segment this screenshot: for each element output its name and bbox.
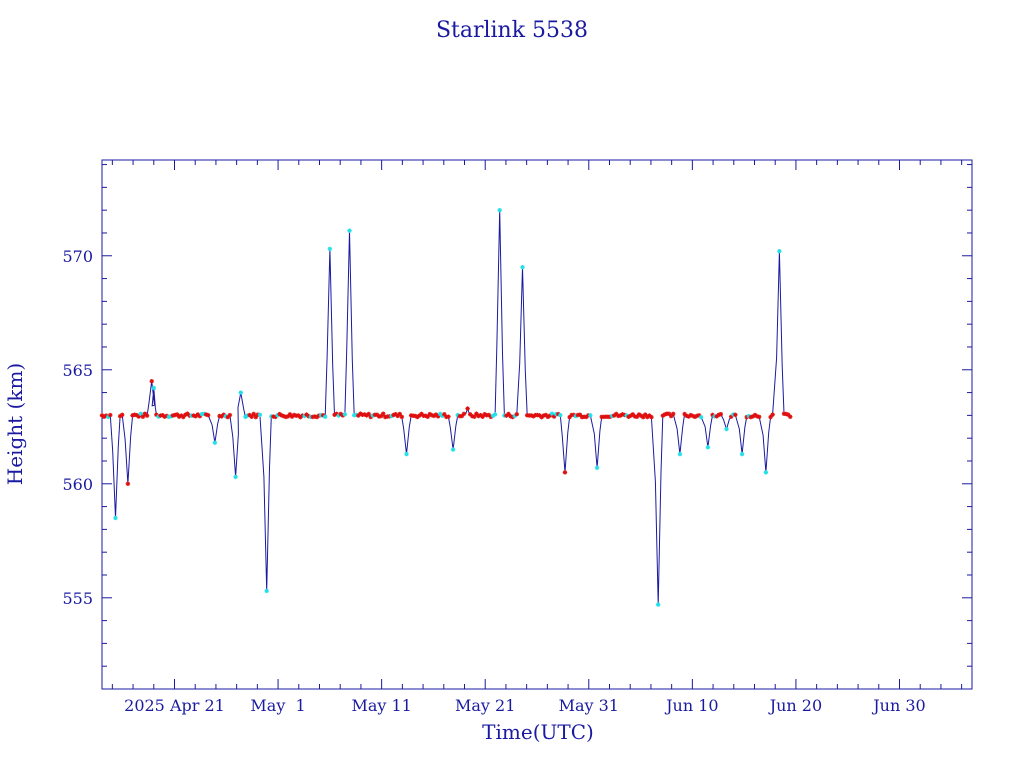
height-point bbox=[649, 414, 654, 420]
height-point bbox=[698, 414, 704, 420]
height-point bbox=[399, 414, 405, 420]
height-point bbox=[670, 411, 676, 417]
height-point bbox=[588, 413, 593, 418]
height-point bbox=[342, 412, 348, 417]
height-point bbox=[125, 481, 131, 486]
height-point bbox=[763, 470, 769, 475]
height-point bbox=[770, 412, 775, 417]
height-point bbox=[227, 412, 233, 418]
height-point bbox=[238, 390, 243, 395]
height-point bbox=[327, 246, 333, 252]
height-point bbox=[212, 440, 218, 445]
x-tick-label: May 31 bbox=[559, 696, 619, 715]
plot-frame bbox=[101, 159, 973, 690]
height-point bbox=[655, 602, 661, 607]
height-point bbox=[404, 451, 409, 457]
height-point bbox=[251, 411, 256, 417]
height-point bbox=[205, 412, 211, 418]
height-point bbox=[140, 414, 146, 419]
height-point bbox=[378, 413, 384, 419]
height-point bbox=[733, 412, 738, 418]
x-tick-label: Jun 20 bbox=[768, 696, 822, 715]
height-point bbox=[520, 264, 525, 270]
height-point bbox=[322, 414, 328, 419]
height-point bbox=[144, 413, 150, 418]
height-point bbox=[705, 445, 711, 450]
height-point bbox=[594, 465, 600, 471]
height-point bbox=[514, 412, 520, 417]
chart-title: Starlink 5538 bbox=[436, 18, 588, 43]
x-tick-label: 2025 Apr 21 bbox=[124, 696, 225, 715]
x-tick-label: Jun 10 bbox=[664, 696, 718, 715]
height-point bbox=[151, 385, 156, 391]
y-tick-label: 560 bbox=[62, 475, 93, 494]
height-point bbox=[558, 412, 563, 418]
height-point bbox=[634, 414, 640, 420]
height-point bbox=[108, 412, 113, 418]
x-tick-label: May 11 bbox=[351, 696, 411, 715]
height-point bbox=[397, 411, 402, 417]
height-series-line bbox=[101, 210, 791, 605]
height-point bbox=[149, 378, 154, 384]
height-point bbox=[366, 411, 371, 417]
height-point bbox=[562, 470, 568, 475]
height-point bbox=[113, 515, 118, 521]
height-point bbox=[264, 588, 269, 594]
height-point bbox=[233, 474, 238, 480]
height-point bbox=[768, 414, 773, 420]
height-point bbox=[724, 426, 729, 432]
height-point bbox=[119, 412, 125, 418]
y-tick-label: 565 bbox=[62, 361, 93, 380]
plot-area: 2025 Apr 21 May 1 May 11 May 21 May 31 Jun 10… bbox=[62, 159, 973, 715]
height-point bbox=[472, 414, 477, 419]
height-point bbox=[497, 207, 502, 213]
height-point bbox=[492, 412, 498, 417]
height-point bbox=[465, 406, 470, 411]
height-point bbox=[347, 228, 352, 233]
y-tick-label: 555 bbox=[62, 589, 93, 608]
height-point bbox=[718, 411, 724, 417]
height-point bbox=[474, 411, 479, 416]
y-axis-label: Height (km) bbox=[3, 363, 27, 485]
x-axis-label: Time(UTC) bbox=[482, 720, 594, 744]
height-point bbox=[314, 414, 320, 420]
height-point bbox=[567, 414, 572, 420]
height-point bbox=[257, 412, 263, 417]
height-point bbox=[756, 414, 762, 420]
x-tick-label: Jun 30 bbox=[871, 696, 925, 715]
height-point bbox=[249, 414, 254, 419]
height-point bbox=[219, 414, 224, 419]
y-tick-label: 570 bbox=[62, 247, 93, 266]
height-point bbox=[380, 411, 386, 416]
height-point bbox=[138, 411, 144, 416]
x-tick-label: May 1 bbox=[250, 696, 305, 715]
height-point bbox=[777, 249, 782, 254]
x-tick-label: May 21 bbox=[455, 696, 515, 715]
height-point bbox=[677, 451, 683, 457]
height-point bbox=[739, 451, 745, 457]
height-point bbox=[450, 447, 456, 452]
height-point bbox=[788, 414, 793, 419]
height-point bbox=[446, 414, 451, 419]
height-point bbox=[461, 411, 467, 417]
